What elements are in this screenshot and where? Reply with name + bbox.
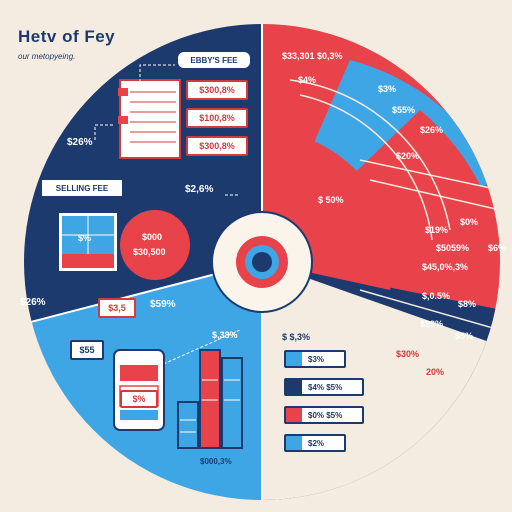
fan-stripes [289, 79, 500, 401]
right-label-11: $45,0%,3% [422, 262, 469, 272]
bar-tag: $% [120, 390, 158, 408]
bar-1 [177, 401, 199, 449]
right-label-1: $4% [298, 75, 317, 85]
legend-item: $4% $5% [284, 378, 364, 396]
right-label-10: $6% [488, 243, 507, 253]
bottom-value: $000,3% [200, 457, 232, 466]
fee-tag-2: $100,8% [186, 108, 248, 128]
fee-pct-left: $26% [67, 137, 93, 148]
legend-item: $2% [284, 434, 346, 452]
legend-item: $0% $5% [284, 406, 364, 424]
right-label-14: $29% [420, 319, 444, 329]
page-title: Hetv of Fey [18, 27, 116, 46]
bottom-top-pct: $,38% [212, 330, 238, 340]
right-top-value: $33,301 $0,3% [282, 51, 343, 61]
notebook-icon [118, 79, 181, 159]
legend-swatch [286, 408, 302, 422]
red-circle-bottom: $30,500 [133, 247, 166, 257]
red-circle-top: $000 [142, 232, 163, 242]
right-label-9: $5059% [436, 243, 470, 253]
right-label-13: $8% [458, 299, 477, 309]
red-circle [120, 210, 190, 280]
selling-fee-label: SELLING FEE [40, 178, 124, 198]
center-ring-navy [252, 252, 272, 272]
right-label-7: $19% [425, 225, 449, 235]
right-label-4: $26% [420, 125, 444, 135]
right-label-15: $5% [455, 331, 474, 341]
fee-tag-3: $300,8% [186, 136, 248, 156]
right-label-6: $ 50% [318, 195, 344, 205]
legend-swatch [286, 436, 302, 450]
page-subtitle: our metopyeing. [18, 52, 76, 61]
side-tag: $55 [70, 340, 104, 360]
mini-chart [57, 211, 119, 273]
bottom-pct: $26% [20, 297, 46, 308]
right-label-16: $30% [396, 349, 420, 359]
bottom-pct2: $59% [150, 299, 176, 310]
bar-chart [177, 349, 243, 449]
bar-3 [221, 357, 243, 449]
legend-label: $4% $5% [308, 383, 343, 392]
right-label-5: $20% [396, 151, 420, 161]
right-label-12: $,0.5% [422, 291, 451, 301]
legend-label: $3% [308, 355, 325, 364]
fee-tag-1: $300,8% [186, 80, 248, 100]
legend-swatch [286, 380, 302, 394]
red-tag: $3,5 [98, 298, 136, 318]
right-label-3: $55% [392, 105, 416, 115]
selling-fee-value: $2,6% [185, 184, 214, 195]
legend-label: $2% [308, 439, 325, 448]
right-label-8: $0% [460, 217, 479, 227]
legend-item: $3% [284, 350, 346, 368]
legend-header: $ $,3% [282, 332, 311, 342]
right-label-17: 20% [426, 367, 445, 377]
right-label-2: $3% [378, 84, 397, 94]
mini-chart-pct: $% [78, 233, 92, 243]
ebay-fee-label: EBBY'S FEE [176, 50, 252, 70]
legend-label: $0% $5% [308, 411, 343, 420]
bar-2 [199, 349, 221, 449]
legend-swatch [286, 352, 302, 366]
